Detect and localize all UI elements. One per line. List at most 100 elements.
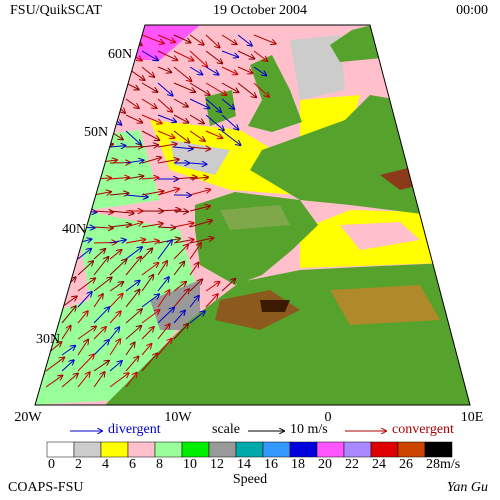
wind-vector bbox=[125, 130, 141, 144]
colorbar-box bbox=[181, 441, 210, 458]
wind-vector bbox=[35, 82, 47, 90]
colorbar-box bbox=[100, 441, 129, 458]
wind-vector bbox=[77, 156, 99, 164]
lat-label: 60N bbox=[108, 47, 132, 62]
wind-vector bbox=[35, 177, 49, 179]
wind-vector bbox=[61, 209, 79, 211]
wind-vector bbox=[35, 34, 47, 45]
lon-label: 10E bbox=[461, 410, 484, 425]
colorbar-label: 10 bbox=[183, 457, 197, 472]
colorbar-label: 14 bbox=[237, 457, 251, 472]
wind-vector bbox=[93, 340, 109, 356]
wind-patch bbox=[290, 35, 345, 100]
wind-vector bbox=[45, 375, 62, 388]
wind-vector bbox=[205, 130, 222, 138]
colorbar-label: 22 bbox=[345, 457, 359, 472]
lon-label: 10W bbox=[164, 410, 192, 425]
land bbox=[330, 25, 382, 62]
wind-vector bbox=[45, 211, 68, 212]
wind-vector bbox=[45, 143, 63, 148]
wind-vector bbox=[221, 98, 234, 109]
colorbar-label: 16 bbox=[264, 457, 278, 472]
wind-vector bbox=[109, 82, 124, 88]
wind-vector bbox=[141, 145, 158, 147]
colorbar-label: 0 bbox=[48, 457, 55, 472]
wind-vector bbox=[45, 273, 59, 292]
wind-vector bbox=[45, 130, 62, 143]
wind-vector bbox=[221, 82, 239, 92]
wind-vector bbox=[173, 177, 197, 179]
wind-vector bbox=[109, 361, 122, 372]
wind-vector bbox=[93, 66, 107, 78]
wind-vector bbox=[109, 282, 123, 292]
wind-vector bbox=[77, 354, 94, 372]
wind-vector bbox=[35, 358, 44, 372]
wind-vector bbox=[141, 157, 161, 164]
wind-vector bbox=[173, 211, 188, 212]
wind-vector bbox=[141, 248, 152, 260]
wind-vector bbox=[173, 262, 184, 276]
wind-vector bbox=[189, 243, 201, 260]
map-frame bbox=[34, 24, 471, 406]
wind-vector bbox=[61, 373, 78, 388]
wind-vector bbox=[189, 130, 205, 141]
lon-label: 0 bbox=[325, 410, 332, 425]
wind-vector bbox=[35, 279, 39, 292]
wind-vector bbox=[141, 241, 159, 243]
wind-vector bbox=[205, 98, 221, 112]
wind-vector bbox=[173, 66, 191, 81]
wind-vector bbox=[173, 244, 188, 260]
wind-vector bbox=[189, 50, 207, 67]
wind-vector bbox=[109, 66, 129, 75]
wind-vector bbox=[221, 114, 238, 130]
wind-patch bbox=[170, 140, 230, 175]
wind-vector bbox=[189, 190, 210, 196]
wind-vector bbox=[141, 114, 162, 123]
wind-vector bbox=[125, 160, 144, 163]
wind-vector bbox=[45, 357, 64, 372]
wind-vector bbox=[77, 66, 91, 75]
wind-vector bbox=[61, 249, 74, 260]
wind-vector bbox=[109, 34, 129, 44]
wind-vector bbox=[109, 211, 134, 213]
wind-vector bbox=[61, 360, 74, 372]
wind-vector bbox=[109, 259, 127, 276]
colorbar-label: 20 bbox=[318, 457, 332, 472]
wind-vector bbox=[93, 211, 113, 212]
wind-vector bbox=[45, 66, 59, 74]
wind-vector bbox=[125, 290, 140, 308]
wind-vector bbox=[253, 82, 269, 97]
wind-vector bbox=[45, 192, 61, 195]
wind-vector bbox=[125, 356, 138, 372]
wind-vector bbox=[109, 146, 126, 147]
wind-vector bbox=[141, 327, 154, 340]
wind-vector bbox=[61, 130, 78, 139]
wind-vector bbox=[189, 311, 205, 324]
wind-vector bbox=[205, 82, 226, 95]
wind-vector bbox=[141, 50, 158, 60]
colorbar-box bbox=[46, 441, 75, 458]
wind-vector bbox=[173, 82, 195, 92]
wind-vector bbox=[45, 98, 63, 110]
wind-vector bbox=[157, 240, 172, 260]
wind-vector bbox=[35, 294, 39, 308]
wind-vector bbox=[93, 327, 106, 340]
colorbar-box bbox=[154, 441, 183, 458]
wind-vector bbox=[173, 130, 189, 143]
colorbar-box bbox=[73, 441, 102, 458]
legend-divergent: divergent bbox=[108, 422, 161, 437]
wind-vector bbox=[173, 114, 188, 123]
colorbar-label: 2 bbox=[75, 457, 82, 472]
wind-vector bbox=[237, 82, 256, 97]
wind-vector bbox=[189, 221, 212, 228]
wind-vector bbox=[125, 176, 143, 179]
footer-left: COAPS-FSU bbox=[8, 480, 83, 495]
wind-vector bbox=[173, 311, 185, 324]
wind-vector bbox=[237, 66, 252, 73]
wind-vector bbox=[109, 240, 126, 243]
wind-vector bbox=[109, 373, 129, 388]
wind-vector bbox=[77, 114, 91, 122]
wind-vector bbox=[45, 114, 60, 121]
wind-vector bbox=[157, 189, 179, 196]
wind-vector bbox=[35, 246, 43, 260]
